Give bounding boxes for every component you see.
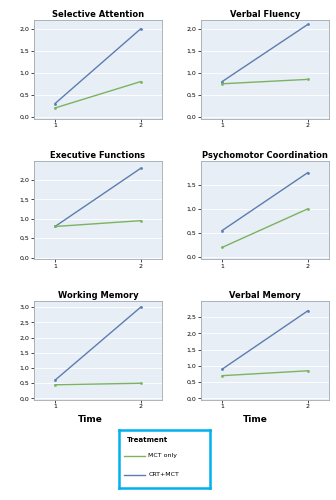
Text: Treatment: Treatment xyxy=(127,437,168,443)
Title: Working Memory: Working Memory xyxy=(57,292,138,300)
Text: Time: Time xyxy=(78,416,103,424)
Title: Verbal Fluency: Verbal Fluency xyxy=(230,10,300,19)
Title: Executive Functions: Executive Functions xyxy=(50,150,145,160)
Text: CRT+MCT: CRT+MCT xyxy=(148,472,179,478)
Text: Time: Time xyxy=(243,416,268,424)
Title: Verbal Memory: Verbal Memory xyxy=(229,292,301,300)
Text: MCT only: MCT only xyxy=(148,454,177,458)
Title: Psychomotor Coordination: Psychomotor Coordination xyxy=(202,150,328,160)
Title: Selective Attention: Selective Attention xyxy=(52,10,144,19)
